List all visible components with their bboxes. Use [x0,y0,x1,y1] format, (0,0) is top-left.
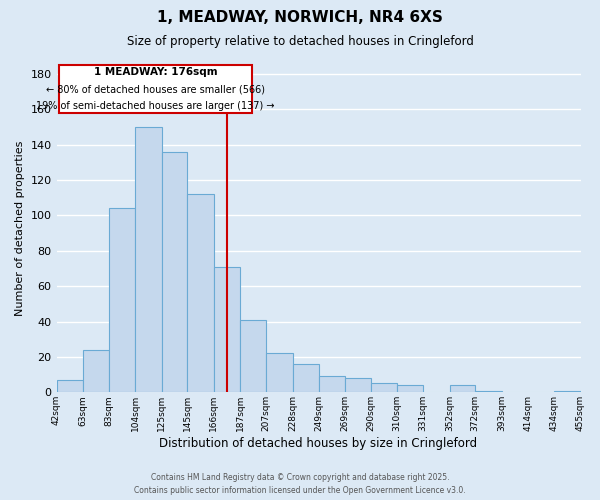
Text: ← 80% of detached houses are smaller (566): ← 80% of detached houses are smaller (56… [46,85,265,95]
Bar [135,127,162,392]
Y-axis label: Number of detached properties: Number of detached properties [15,141,25,316]
FancyBboxPatch shape [59,65,252,113]
Text: 1 MEADWAY: 176sqm: 1 MEADWAY: 176sqm [94,67,217,77]
Bar [293,364,319,392]
Bar [56,380,83,392]
Bar [554,390,581,392]
Bar [344,378,371,392]
Bar [266,354,293,393]
Bar [187,194,214,392]
Bar [475,390,502,392]
Text: Contains HM Land Registry data © Crown copyright and database right 2025.
Contai: Contains HM Land Registry data © Crown c… [134,474,466,495]
Bar [214,266,241,392]
Bar [397,385,423,392]
Bar [83,350,109,393]
Text: Size of property relative to detached houses in Cringleford: Size of property relative to detached ho… [127,35,473,48]
Bar [109,208,135,392]
Bar [371,384,397,392]
Bar [162,152,187,392]
Bar [319,376,344,392]
X-axis label: Distribution of detached houses by size in Cringleford: Distribution of detached houses by size … [160,437,478,450]
Bar [450,385,475,392]
Text: 1, MEADWAY, NORWICH, NR4 6XS: 1, MEADWAY, NORWICH, NR4 6XS [157,10,443,25]
Text: 19% of semi-detached houses are larger (137) →: 19% of semi-detached houses are larger (… [36,100,275,110]
Bar [241,320,266,392]
